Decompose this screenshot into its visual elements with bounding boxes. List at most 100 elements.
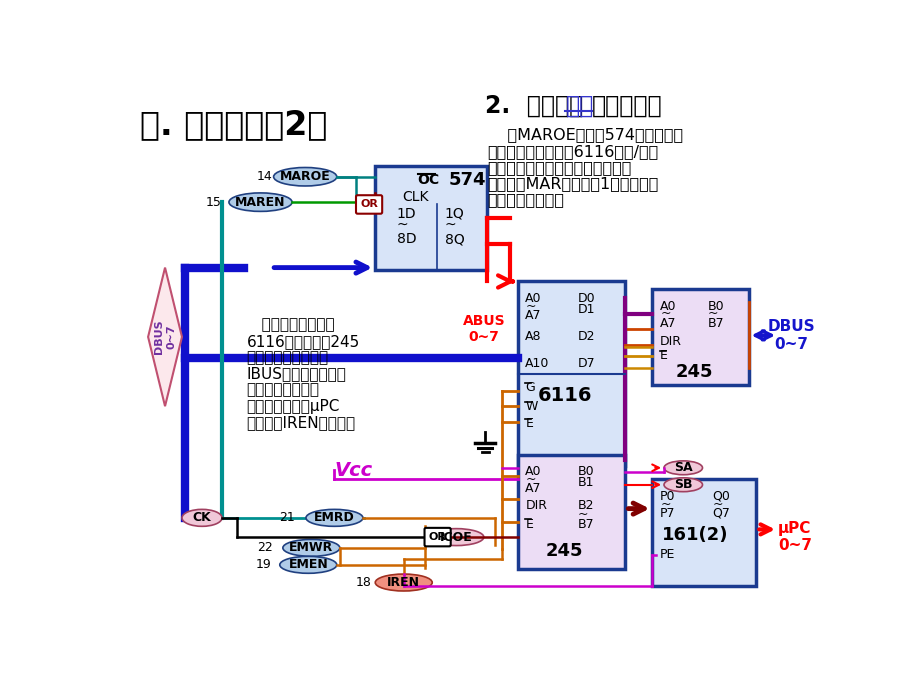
Text: μPC
0~7: μPC 0~7: [777, 521, 811, 553]
Text: 为内存的地址，配合6116的读/写控: 为内存的地址，配合6116的读/写控: [486, 144, 657, 159]
FancyBboxPatch shape: [517, 282, 625, 466]
Text: A7: A7: [525, 482, 541, 495]
Text: OC: OC: [417, 172, 439, 187]
Text: 574: 574: [448, 171, 485, 189]
Text: SB: SB: [674, 478, 692, 491]
Text: ~: ~: [711, 497, 722, 511]
Text: D7: D7: [577, 357, 595, 370]
Text: SA: SA: [674, 462, 692, 474]
Text: Q7: Q7: [711, 506, 730, 520]
Text: A7: A7: [660, 317, 675, 330]
Text: OR: OR: [359, 199, 378, 210]
Text: ~: ~: [707, 307, 718, 320]
Text: P7: P7: [660, 506, 675, 520]
Text: ABUS
0~7: ABUS 0~7: [462, 314, 505, 344]
Text: E: E: [525, 518, 533, 531]
Text: P0: P0: [660, 490, 675, 503]
Text: E: E: [660, 349, 667, 362]
Ellipse shape: [664, 461, 702, 475]
Text: B7: B7: [577, 518, 594, 531]
Text: 制，实现对该地址单元的数据存取: 制，实现对该地址单元的数据存取: [486, 160, 630, 175]
Text: 上数据总线，同时上: 上数据总线，同时上: [246, 350, 328, 365]
Text: ~: ~: [396, 217, 408, 231]
Text: 18: 18: [355, 576, 371, 589]
Ellipse shape: [664, 477, 702, 492]
Text: 令内部微指令的执: 令内部微指令的执: [246, 382, 319, 397]
Text: A0: A0: [525, 465, 541, 478]
Text: CK: CK: [192, 511, 211, 524]
Text: 一. 背景知识（2）: 一. 背景知识（2）: [141, 108, 327, 141]
Ellipse shape: [279, 556, 336, 573]
Text: ~: ~: [660, 497, 670, 511]
Text: 6116: 6116: [538, 386, 592, 405]
Text: B2: B2: [577, 499, 594, 512]
FancyBboxPatch shape: [424, 528, 450, 546]
Text: ~: ~: [577, 509, 587, 521]
Text: A10: A10: [525, 357, 550, 370]
FancyBboxPatch shape: [356, 195, 381, 214]
Text: Vcc: Vcc: [335, 461, 372, 480]
Text: 15: 15: [206, 196, 221, 208]
Text: B0: B0: [707, 299, 724, 313]
Text: 6116输出值通过245: 6116输出值通过245: [246, 334, 359, 349]
Text: MAREN: MAREN: [235, 196, 286, 208]
Text: MAROE: MAROE: [279, 170, 330, 184]
Text: DIR: DIR: [525, 499, 547, 512]
Text: CLK: CLK: [402, 190, 428, 204]
Text: A0: A0: [660, 299, 675, 313]
Text: DBUS
0~7: DBUS 0~7: [153, 319, 176, 354]
Text: DBUS
0~7: DBUS 0~7: [766, 319, 814, 352]
Text: ~: ~: [525, 299, 536, 313]
Ellipse shape: [229, 193, 291, 211]
Text: 161(2): 161(2): [661, 526, 727, 544]
Text: ~: ~: [525, 473, 536, 486]
Text: 行，，必须保证μPC: 行，，必须保证μPC: [246, 399, 340, 413]
Text: 存储器结构: 存储器结构: [591, 94, 662, 118]
Text: 14: 14: [256, 170, 273, 184]
Text: EMWR: EMWR: [289, 542, 333, 554]
Text: EMRD: EMRD: [313, 511, 355, 524]
Text: 21: 21: [278, 511, 294, 524]
Text: W: W: [525, 400, 538, 413]
Text: 22: 22: [256, 542, 273, 554]
Ellipse shape: [182, 509, 221, 526]
Text: 8D: 8D: [396, 232, 416, 246]
Text: 245: 245: [675, 364, 713, 382]
FancyBboxPatch shape: [375, 166, 486, 270]
Text: 当读内存数据时，: 当读内存数据时，: [246, 317, 334, 333]
Text: ~: ~: [660, 307, 670, 320]
Text: IREN: IREN: [387, 576, 420, 589]
Text: A7: A7: [525, 309, 541, 322]
Text: ICOE: ICOE: [439, 531, 472, 544]
Text: A0: A0: [525, 292, 541, 305]
Ellipse shape: [306, 509, 362, 526]
Text: 1Q: 1Q: [444, 207, 464, 221]
Ellipse shape: [428, 529, 483, 546]
Text: IBUS，为避免影响指: IBUS，为避免影响指: [246, 366, 346, 381]
FancyBboxPatch shape: [517, 455, 625, 569]
Text: 245: 245: [545, 542, 582, 560]
Text: E: E: [525, 417, 533, 430]
Text: D1: D1: [577, 303, 595, 316]
Text: 使能控制IREN线无效。: 使能控制IREN线无效。: [246, 415, 356, 430]
Text: 1D: 1D: [396, 207, 416, 221]
Text: Q0: Q0: [711, 490, 730, 503]
Text: 8Q: 8Q: [444, 232, 464, 246]
Ellipse shape: [375, 574, 432, 591]
FancyBboxPatch shape: [652, 289, 748, 386]
Text: 存储器是随机的。: 存储器是随机的。: [486, 192, 563, 207]
Text: G: G: [525, 381, 535, 394]
Text: 操作。因MAR无自动＋1功能，数据: 操作。因MAR无自动＋1功能，数据: [486, 176, 658, 191]
Text: 当MAROE有效时574输出数据成: 当MAROE有效时574输出数据成: [486, 128, 682, 142]
Text: B1: B1: [577, 476, 594, 489]
Text: 数据: 数据: [565, 94, 593, 118]
FancyBboxPatch shape: [652, 480, 755, 586]
Text: B7: B7: [707, 317, 724, 330]
Ellipse shape: [273, 168, 336, 186]
Text: B0: B0: [577, 465, 594, 478]
Text: DIR: DIR: [660, 335, 681, 348]
Text: ~: ~: [444, 217, 456, 231]
Ellipse shape: [282, 540, 339, 556]
Polygon shape: [148, 268, 182, 406]
Text: A8: A8: [525, 331, 541, 344]
